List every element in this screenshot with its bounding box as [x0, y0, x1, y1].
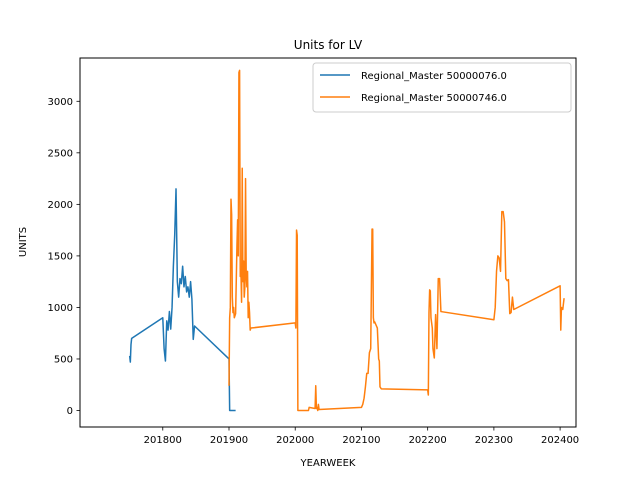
legend-label-0: Regional_Master 50000076.0 [361, 71, 507, 82]
legend: Regional_Master 50000076.0 Regional_Mast… [312, 62, 572, 113]
y-axis: 0 500 1000 1500 2000 2500 3000 [48, 97, 80, 417]
series-layer [128, 69, 565, 412]
x-axis: 201800 201900 202000 202100 202200 202300 2024… [144, 427, 579, 446]
x-tick-label: 202100 [342, 435, 380, 446]
y-tick-label: 500 [54, 354, 73, 365]
legend-frame [312, 62, 572, 113]
y-tick-label: 2000 [48, 200, 73, 211]
series-line-1 [228, 69, 565, 412]
axes-frame [79, 57, 577, 428]
x-axis-label: YEARWEEK [300, 458, 356, 469]
x-tick-label: 202000 [276, 435, 314, 446]
y-tick-label: 3000 [48, 97, 73, 108]
y-tick-label: 2500 [48, 148, 73, 159]
series-line-0 [128, 188, 236, 412]
chart-title: Units for LV [294, 38, 363, 52]
x-tick-label: 201800 [144, 435, 182, 446]
legend-label-1: Regional_Master 50000746.0 [361, 93, 507, 104]
y-tick-label: 1500 [48, 251, 73, 262]
x-tick-label: 202300 [475, 435, 513, 446]
y-axis-label: UNITS [18, 227, 29, 257]
y-tick-label: 1000 [48, 303, 73, 314]
y-tick-label: 0 [67, 406, 73, 417]
x-tick-label: 202400 [541, 435, 579, 446]
x-tick-label: 202200 [409, 435, 447, 446]
plot-area [79, 57, 577, 428]
x-tick-label: 201900 [210, 435, 248, 446]
